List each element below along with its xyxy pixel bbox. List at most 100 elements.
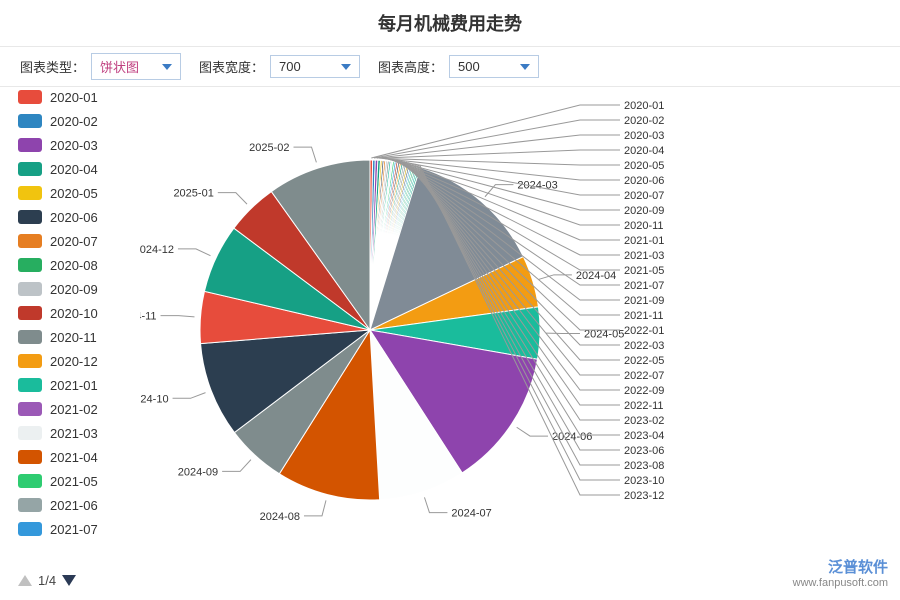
legend-swatch — [18, 138, 42, 152]
slice-label: 2020-01 — [624, 100, 664, 112]
slice-label: 2021-03 — [624, 250, 664, 262]
chart-title: 每月机械费用走势 — [0, 0, 900, 46]
legend-item[interactable]: 2020-10 — [18, 301, 98, 325]
legend-label: 2020-10 — [50, 306, 98, 321]
legend-label: 2021-06 — [50, 498, 98, 513]
legend-swatch — [18, 330, 42, 344]
legend-swatch — [18, 450, 42, 464]
legend-swatch — [18, 258, 42, 272]
legend-item[interactable]: 2020-04 — [18, 157, 98, 181]
slice-label: 2024-12 — [140, 244, 174, 256]
legend-pager: 1/4 — [18, 573, 76, 588]
slice-label: 2022-05 — [624, 355, 664, 367]
legend-item[interactable]: 2020-07 — [18, 229, 98, 253]
legend-label: 2021-05 — [50, 474, 98, 489]
page-down-icon[interactable] — [62, 575, 76, 586]
legend-item[interactable]: 2020-11 — [18, 325, 98, 349]
slice-label: 2022-11 — [624, 400, 664, 412]
legend-swatch — [18, 210, 42, 224]
legend-swatch — [18, 522, 42, 536]
slice-label: 2020-11 — [624, 220, 664, 232]
slice-label: 2023-06 — [624, 445, 664, 457]
slice-label: 2020-07 — [624, 190, 664, 202]
legend-item[interactable]: 2020-12 — [18, 349, 98, 373]
legend-label: 2021-07 — [50, 522, 98, 537]
slice-label: 2023-10 — [624, 475, 664, 487]
type-label: 图表类型： — [20, 57, 85, 76]
legend-label: 2020-06 — [50, 210, 98, 225]
slice-label: 2022-03 — [624, 340, 664, 352]
slice-label: 2021-05 — [624, 265, 664, 277]
legend-swatch — [18, 306, 42, 320]
slice-label: 2024-07 — [451, 508, 491, 520]
legend-swatch — [18, 474, 42, 488]
slice-label: 2024-11 — [140, 311, 157, 323]
slice-label: 2024-04 — [576, 270, 616, 282]
chevron-down-icon — [162, 64, 172, 70]
legend-item[interactable]: 2020-05 — [18, 181, 98, 205]
slice-label: 2020-05 — [624, 160, 664, 172]
slice-label: 2023-12 — [624, 490, 664, 502]
chevron-down-icon — [341, 64, 351, 70]
legend-label: 2021-02 — [50, 402, 98, 417]
slice-label: 2023-02 — [624, 415, 664, 427]
legend-label: 2020-11 — [50, 330, 97, 345]
legend-label: 2021-01 — [50, 378, 98, 393]
legend-label: 2020-05 — [50, 186, 98, 201]
legend-item[interactable]: 2021-05 — [18, 469, 98, 493]
legend-item[interactable]: 2021-02 — [18, 397, 98, 421]
legend-label: 2020-07 — [50, 234, 98, 249]
slice-label: 2022-07 — [624, 370, 664, 382]
slice-label: 2021-01 — [624, 235, 664, 247]
legend-swatch — [18, 426, 42, 440]
legend-swatch — [18, 402, 42, 416]
slice-label: 2021-07 — [624, 280, 664, 292]
legend-label: 2020-01 — [50, 90, 98, 105]
slice-label: 2025-02 — [249, 142, 289, 154]
legend-item[interactable]: 2020-06 — [18, 205, 98, 229]
slice-label: 2021-11 — [624, 310, 664, 322]
chevron-down-icon — [520, 64, 530, 70]
legend-label: 2020-08 — [50, 258, 98, 273]
slice-label: 2020-02 — [624, 115, 664, 127]
legend-label: 2020-02 — [50, 114, 98, 129]
slice-label: 2022-01 — [624, 325, 664, 337]
legend-swatch — [18, 378, 42, 392]
legend-label: 2020-09 — [50, 282, 98, 297]
legend-swatch — [18, 498, 42, 512]
legend-item[interactable]: 2020-09 — [18, 277, 98, 301]
slice-label: 2020-09 — [624, 205, 664, 217]
slice-label: 2025-01 — [173, 188, 213, 200]
legend-item[interactable]: 2021-06 — [18, 493, 98, 517]
legend-label: 2020-04 — [50, 162, 98, 177]
legend-item[interactable]: 2021-07 — [18, 517, 98, 541]
slice-label: 2024-10 — [140, 393, 169, 405]
legend-label: 2020-12 — [50, 354, 98, 369]
legend-item[interactable]: 2021-04 — [18, 445, 98, 469]
slice-label: 2024-09 — [178, 466, 218, 478]
slice-label: 2020-03 — [624, 130, 664, 142]
legend-swatch — [18, 90, 42, 104]
legend-item[interactable]: 2020-03 — [18, 133, 98, 157]
legend-swatch — [18, 114, 42, 128]
slice-label: 2021-09 — [624, 295, 664, 307]
legend-swatch — [18, 234, 42, 248]
legend-item[interactable]: 2020-08 — [18, 253, 98, 277]
slice-label: 2023-08 — [624, 460, 664, 472]
watermark-name: 泛普软件 — [793, 559, 888, 577]
slice-label: 2020-06 — [624, 175, 664, 187]
watermark: 泛普软件 www.fanpusoft.com — [793, 559, 888, 590]
slice-label: 2023-04 — [624, 430, 664, 442]
legend-label: 2020-03 — [50, 138, 98, 153]
legend-swatch — [18, 162, 42, 176]
legend-label: 2021-03 — [50, 426, 98, 441]
legend-item[interactable]: 2021-01 — [18, 373, 98, 397]
legend-item[interactable]: 2020-02 — [18, 109, 98, 133]
legend-swatch — [18, 354, 42, 368]
legend-item[interactable]: 2020-01 — [18, 85, 98, 109]
chart-type-value: 饼状图 — [100, 57, 139, 76]
legend-item[interactable]: 2021-03 — [18, 421, 98, 445]
watermark-url: www.fanpusoft.com — [793, 577, 888, 590]
legend-label: 2021-04 — [50, 450, 98, 465]
page-up-icon[interactable] — [18, 575, 32, 586]
